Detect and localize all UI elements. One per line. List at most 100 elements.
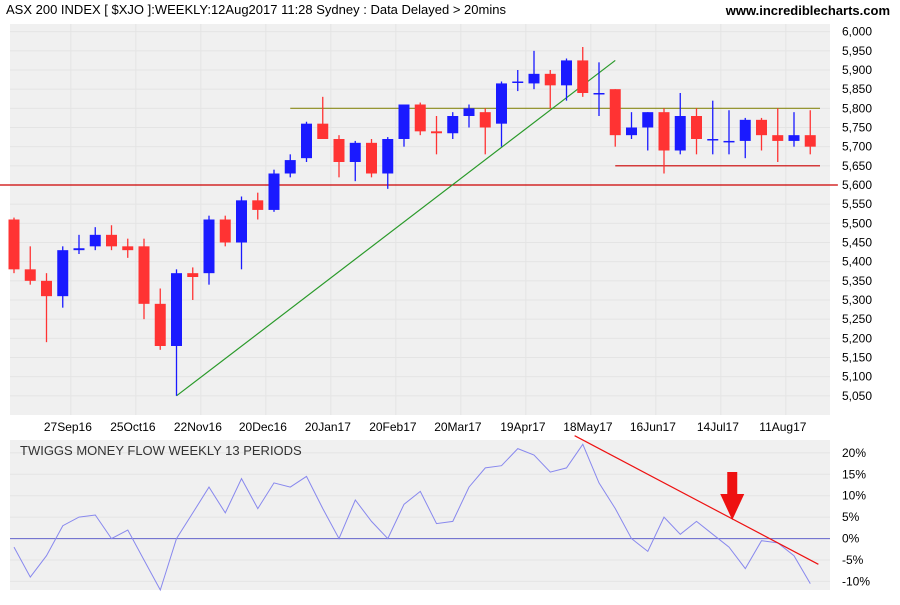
candle [301,122,312,162]
y-tick-label: 5,650 [842,159,872,173]
y-tick-label: 5,700 [842,140,872,154]
candle [415,103,426,136]
price-plot-area [10,24,830,415]
candle-body [707,139,718,141]
candle-body [691,116,702,139]
candle-body [57,250,68,296]
candle-body [480,112,491,127]
x-tick-label: 20Jan17 [305,420,351,434]
candle [269,170,280,212]
candle [220,216,231,247]
x-tick-label: 16Jun17 [630,420,676,434]
y-tick-label: 6,000 [842,25,872,39]
y-tick-label: 5,550 [842,197,872,211]
candle-body [269,174,280,210]
candle-body [236,200,247,242]
candle-body [772,135,783,141]
candle-body [301,124,312,158]
money-flow-y-tick-label: -5% [842,553,864,567]
candle-body [155,304,166,346]
y-tick-label: 5,350 [842,274,872,288]
candle-body [431,131,442,133]
candle-body [74,248,85,250]
candle-body [626,128,637,136]
x-tick-label: 25Oct16 [110,420,156,434]
money-flow-y-tick-label: 0% [842,532,860,546]
x-tick-label: 20Feb17 [369,420,417,434]
candle-body [447,116,458,133]
candle-body [41,281,52,296]
candle-body [561,60,572,85]
candle-body [545,74,556,86]
y-tick-label: 5,250 [842,312,872,326]
site-credit: www.incrediblecharts.com [725,3,890,18]
money-flow-y-tick-label: 10% [842,489,866,503]
candle-body [285,160,296,173]
candle-body [789,135,800,141]
candle-body [512,82,523,84]
candle-body [610,89,621,135]
y-tick-label: 5,800 [842,101,872,115]
candle-body [334,139,345,162]
x-tick-label: 20Dec16 [239,420,287,434]
money-flow-y-tick-label: 20% [842,446,866,460]
y-tick-label: 5,600 [842,178,872,192]
candle-body [382,139,393,174]
candle-body [204,220,215,274]
money-flow-y-tick-label: 5% [842,510,860,524]
candle-body [171,273,182,346]
x-tick-label: 27Sep16 [44,420,92,434]
candle-body [366,143,377,174]
candle-body [577,60,588,93]
y-tick-label: 5,950 [842,44,872,58]
candle-body [122,246,133,250]
y-tick-label: 5,500 [842,216,872,230]
x-tick-label: 18May17 [563,420,613,434]
candle-body [317,124,328,139]
candle-body [756,120,767,135]
y-tick-label: 5,400 [842,255,872,269]
candle-body [805,135,816,147]
y-tick-label: 5,300 [842,293,872,307]
candle-body [740,120,751,141]
candle-body [252,200,263,210]
candle-body [106,235,117,247]
candle-body [415,105,426,132]
candle [9,218,20,274]
x-tick-label: 22Nov16 [174,420,222,434]
y-tick-label: 5,150 [842,351,872,365]
candle-body [529,74,540,84]
y-tick-label: 5,100 [842,370,872,384]
candle-body [724,141,735,143]
candle-body [594,93,605,95]
x-tick-label: 11Aug17 [759,420,806,434]
y-tick-label: 5,050 [842,389,872,403]
x-tick-label: 19Apr17 [500,420,546,434]
money-flow-y-tick-label: 15% [842,467,866,481]
price-panel [10,24,830,415]
y-tick-label: 5,850 [842,82,872,96]
candle-body [464,108,475,116]
candle-body [659,112,670,150]
candle-body [642,112,653,127]
indicator-title: TWIGGS MONEY FLOW WEEKLY 13 PERIODS [20,443,302,458]
candle-body [350,143,361,162]
candle [366,139,377,177]
candle-body [496,83,507,123]
y-tick-label: 5,900 [842,63,872,77]
money-flow-y-tick-label: -10% [842,574,870,588]
candle-body [220,220,231,243]
candle-body [187,273,198,277]
candle-body [9,220,20,270]
candle-body [399,105,410,140]
candle-body [675,116,686,151]
y-tick-label: 5,200 [842,331,872,345]
money-flow-plot-area [10,440,830,590]
candle-body [25,269,36,281]
y-tick-label: 5,750 [842,121,872,135]
money-flow-panel [10,440,830,590]
candle-body [139,246,150,303]
y-tick-label: 5,450 [842,236,872,250]
